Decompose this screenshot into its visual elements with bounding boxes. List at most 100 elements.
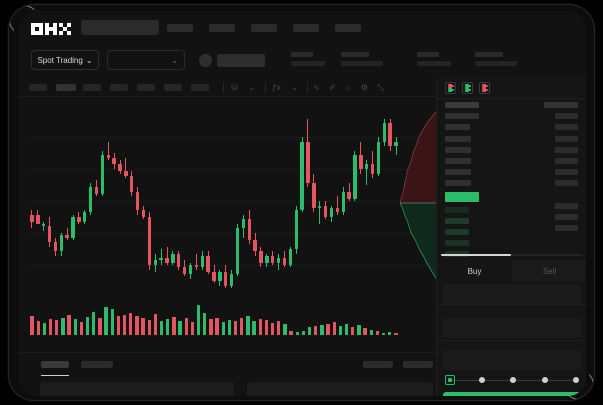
gridline (27, 265, 428, 266)
volume-bar (314, 326, 318, 335)
timeframe-1m[interactable] (29, 84, 47, 91)
gridline (27, 169, 428, 170)
settings-gear-icon[interactable]: ⚙ (360, 83, 369, 92)
stat-24h-low (341, 52, 383, 66)
timeframe-1h[interactable] (110, 84, 128, 91)
bottom-action-2[interactable] (403, 361, 433, 368)
buy-tab-label: Buy (467, 266, 482, 276)
ask-row-2[interactable] (445, 124, 470, 131)
timeframe-5m[interactable] (56, 84, 76, 91)
ask-row-3[interactable] (445, 135, 471, 142)
candle-body (59, 235, 63, 252)
drawing-pencil-icon[interactable]: ✐ (329, 83, 336, 92)
tab-buy[interactable]: Buy (437, 260, 512, 282)
gridline (27, 137, 428, 138)
indicators-icon[interactable]: ƒx (272, 83, 281, 92)
order-price-field[interactable] (443, 284, 581, 304)
candle-body (265, 255, 269, 263)
mode-row-line (464, 86, 469, 88)
orderbook-mode-all[interactable] (445, 82, 456, 94)
candle-wick (43, 221, 45, 231)
volume-bar (30, 316, 34, 335)
fullscreen-icon[interactable]: ⤡ (377, 83, 384, 92)
ask-row-6[interactable] (445, 169, 471, 176)
price-chart-area[interactable] (19, 97, 446, 352)
indicators-chevron-icon[interactable]: ⌄ (291, 83, 298, 92)
global-search-input[interactable] (81, 20, 159, 35)
volume-bar (264, 320, 269, 335)
nav-item-1[interactable] (167, 24, 193, 32)
ask-row-4[interactable] (445, 146, 471, 153)
orderbook-header-price[interactable] (445, 102, 479, 108)
volume-bar (233, 321, 238, 335)
slider-stop-25[interactable] (478, 377, 485, 383)
bid-row-4[interactable] (445, 240, 469, 247)
bid-row-2[interactable] (445, 217, 469, 224)
current-price-row[interactable] (445, 191, 479, 202)
nav-item-3[interactable] (251, 24, 277, 32)
candle-body (124, 171, 128, 176)
candle-body (329, 207, 334, 217)
nav-item-5[interactable] (335, 24, 361, 32)
slider-handle-fill (447, 377, 452, 382)
okx-logo[interactable] (31, 22, 71, 35)
nav-item-2[interactable] (209, 24, 235, 32)
candle-body (177, 253, 181, 268)
bid-row-3[interactable] (445, 229, 469, 236)
candlestick-type-icon[interactable]: ⛁ (231, 83, 238, 92)
volume-bar (61, 317, 65, 335)
candle-body (206, 255, 210, 272)
tab-order-history[interactable] (81, 361, 113, 368)
ask-row-7[interactable] (445, 180, 471, 187)
amount-percent-slider[interactable] (445, 375, 579, 385)
nav-item-4[interactable] (293, 24, 319, 32)
candle-body (294, 210, 298, 249)
alert-bell-icon[interactable]: ⌂ (346, 83, 351, 92)
scrollbar-thumb[interactable] (441, 254, 511, 256)
slider-stop-50[interactable] (510, 377, 516, 383)
timeframe-15m[interactable] (83, 84, 101, 91)
order-amount-field[interactable] (443, 318, 581, 338)
orderbook-display-modes (445, 82, 490, 94)
timeframe-4h[interactable] (137, 84, 155, 91)
chart-type-chevron-icon[interactable]: ⌄ (248, 83, 255, 92)
last-price-value (217, 54, 265, 67)
timeframe-1w[interactable] (191, 84, 209, 91)
slider-handle[interactable] (445, 375, 455, 385)
stat-24h-turnover-label (475, 52, 503, 57)
device-frame: Spot Trading ⌄ ⌄ ⛁ ⌄ ƒx ⌄ ∿ ✐ ⌂ ⚙ ⤡ (8, 4, 595, 401)
candle-body (370, 164, 375, 174)
slider-stop-75[interactable] (541, 377, 548, 383)
active-tab-underline (41, 375, 69, 376)
bottom-action-1[interactable] (363, 361, 393, 368)
orderbook-mode-bids[interactable] (462, 82, 473, 94)
candle-body (394, 141, 398, 147)
order-total-field[interactable] (443, 350, 581, 370)
tab-open-orders[interactable] (41, 361, 69, 368)
orderbook-mode-asks[interactable] (479, 82, 490, 94)
coin-avatar (199, 54, 212, 67)
trading-pair-select[interactable]: ⌄ (107, 50, 185, 70)
form-divider (437, 340, 586, 341)
trade-mode-dropdown[interactable]: Spot Trading ⌄ (31, 50, 99, 70)
tab-sell[interactable]: Sell (512, 260, 586, 282)
ask-row-5[interactable] (445, 157, 471, 164)
volume-bar (55, 320, 59, 335)
slider-stop-100[interactable] (573, 377, 579, 383)
volume-bar (116, 316, 121, 335)
candle-body (159, 258, 163, 261)
bid-row-1[interactable] (445, 206, 469, 213)
place-buy-order-button[interactable] (443, 392, 581, 396)
sell-tab-label: Sell (542, 266, 557, 276)
ask-row-1[interactable] (445, 113, 479, 120)
volume-bar (221, 322, 225, 335)
candle-body (71, 217, 75, 238)
candle-body (382, 123, 387, 142)
stat-24h-high-value (291, 61, 325, 66)
candle-body (335, 207, 340, 213)
volume-bar (184, 318, 188, 335)
orderbook-scrollbar[interactable] (441, 254, 583, 256)
timeframe-1d[interactable] (164, 84, 182, 91)
volume-bar (172, 317, 176, 335)
line-tool-icon[interactable]: ∿ (313, 83, 320, 92)
